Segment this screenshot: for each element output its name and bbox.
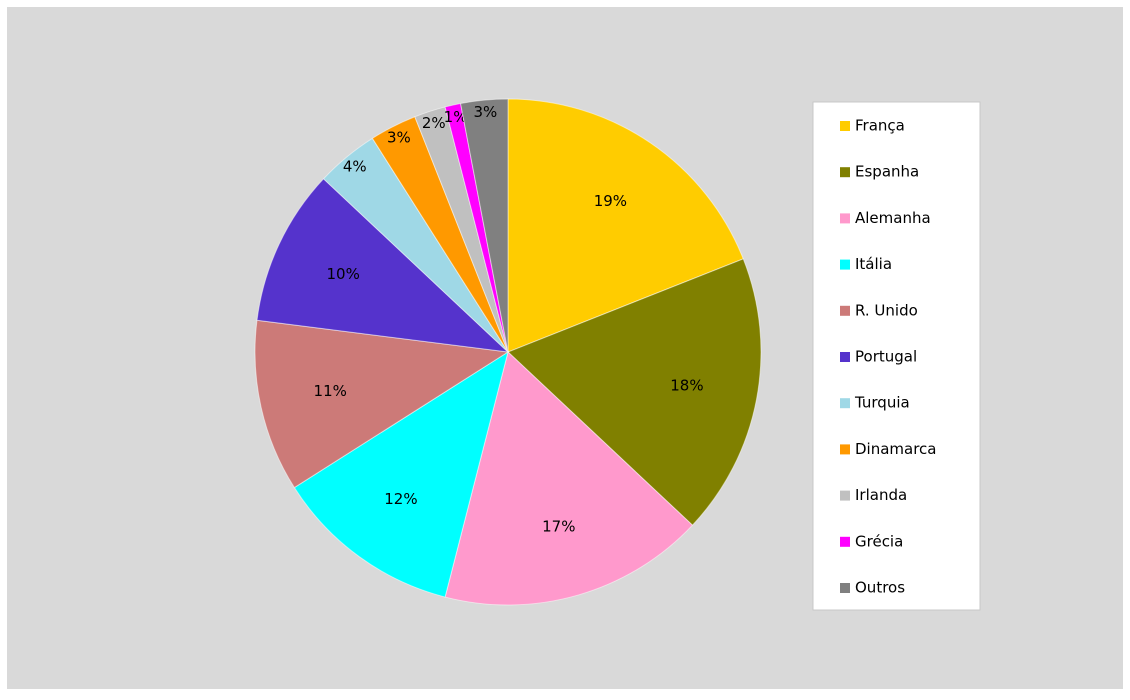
pie-slice: [444, 351, 694, 606]
pie-slice: [256, 178, 510, 353]
data-label: 3%: [473, 103, 497, 121]
legend-label: Alemanha: [855, 209, 931, 227]
legend-label: Outros: [855, 579, 905, 597]
data-label: 18%: [670, 377, 703, 395]
legend-label: Turquia: [854, 394, 910, 412]
legend-swatch: [840, 167, 850, 178]
legend-swatch: [840, 305, 850, 316]
data-label: 2%: [422, 114, 446, 132]
legend-swatch: [840, 536, 850, 547]
legend-label: R. Unido: [855, 301, 918, 319]
legend-swatch: [840, 583, 850, 593]
data-label: 12%: [384, 490, 417, 508]
legend-swatch: [840, 259, 850, 270]
legend-label: Itália: [855, 255, 892, 273]
legend-label: Dinamarca: [855, 440, 937, 458]
legend-swatch: [840, 352, 850, 362]
legend-label: Portugal: [855, 348, 917, 366]
data-label: 10%: [327, 265, 360, 283]
pie-slice: [293, 350, 509, 598]
legend-swatch: [840, 490, 850, 501]
data-label: 11%: [314, 382, 347, 400]
legend-label: Espanha: [855, 163, 919, 181]
legend-swatch: [840, 444, 850, 455]
data-label: 19%: [594, 192, 627, 210]
legend-swatch: [840, 121, 850, 131]
pie-slice: [507, 258, 762, 526]
pie-slice: [507, 98, 744, 353]
legend-swatch: [840, 398, 850, 409]
data-label: 4%: [343, 157, 367, 175]
legend-label: França: [855, 117, 905, 135]
legend-swatch: [840, 213, 850, 224]
legend-label: Grécia: [855, 532, 903, 550]
pie-slice: [254, 319, 510, 489]
pie-slice: [460, 98, 509, 353]
legend-label: Irlanda: [855, 486, 907, 504]
data-label: 1%: [444, 108, 468, 126]
data-label: 3%: [387, 128, 411, 146]
data-label: 17%: [542, 517, 575, 535]
